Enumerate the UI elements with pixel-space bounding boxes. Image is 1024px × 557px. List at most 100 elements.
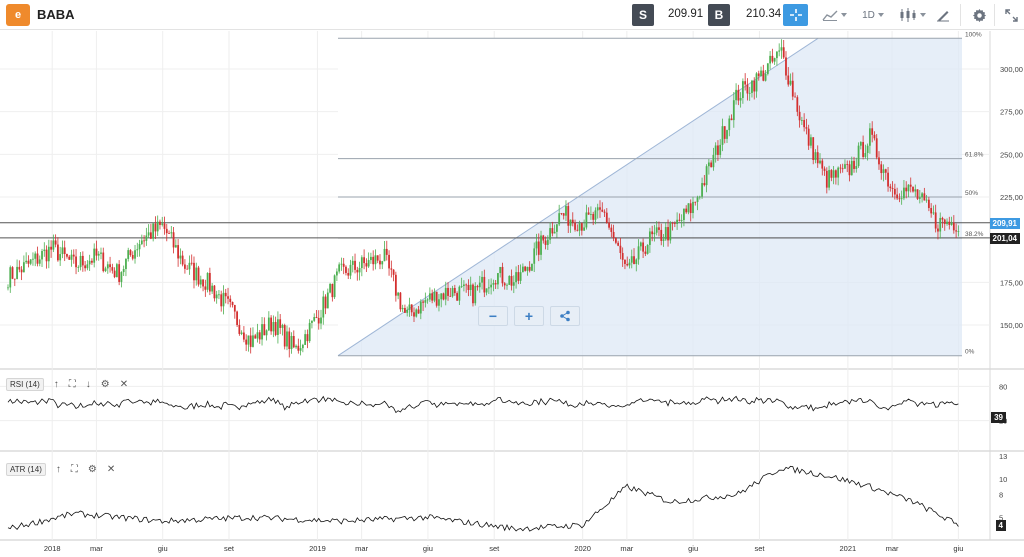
candle-body (118, 264, 121, 282)
arrow-up-icon[interactable]: ↑ (53, 378, 59, 390)
candles-button[interactable] (896, 4, 928, 26)
gear-icon[interactable]: ⚙ (100, 378, 110, 390)
candle-body (286, 331, 288, 347)
candle-body (18, 266, 21, 270)
candle-body (272, 322, 275, 332)
chart-type-button[interactable] (818, 4, 850, 26)
candle-body (202, 279, 204, 287)
time-axis-label: set (754, 544, 765, 553)
candle-body (254, 335, 257, 339)
candle-body (290, 336, 293, 350)
candle-body (390, 268, 393, 270)
candle-body (326, 292, 329, 309)
candle-body (755, 73, 758, 92)
candle-body (574, 222, 576, 230)
candle-body (800, 120, 803, 121)
crosshair-button[interactable] (783, 4, 808, 26)
candle-body (621, 253, 624, 260)
candle-body (723, 126, 726, 139)
candle-body (930, 208, 933, 214)
candle-body (351, 260, 354, 265)
candle-body (537, 241, 540, 255)
candle-body (714, 145, 717, 155)
candle-body (308, 322, 311, 342)
candle-body (206, 272, 209, 290)
candle-body (467, 284, 470, 291)
rsi-label[interactable]: RSI (14) (6, 378, 44, 391)
candle-body (533, 248, 536, 264)
candle-body (823, 168, 826, 171)
candle-body (746, 84, 749, 94)
close-icon[interactable]: ✕ (119, 378, 129, 390)
candle-body (70, 254, 73, 260)
candle-body (778, 50, 781, 52)
candle-body (431, 293, 434, 301)
time-axis-label: mar (355, 544, 368, 553)
gear-icon[interactable]: ⚙ (87, 463, 97, 475)
candle-body (333, 275, 336, 298)
candle-body (878, 157, 880, 165)
atr-axis-label: 5 (999, 513, 1003, 522)
candle-body (79, 255, 82, 268)
maximize-icon[interactable]: ⛶ (70, 463, 78, 475)
symbol-name[interactable]: BABA (37, 7, 75, 22)
candle-body (521, 266, 524, 273)
candle-body (696, 197, 699, 202)
settings-button[interactable] (968, 4, 990, 26)
close-icon[interactable]: ✕ (106, 463, 116, 475)
candle-body (692, 201, 694, 214)
brand-logo: e (6, 4, 30, 26)
atr-label[interactable]: ATR (14) (6, 463, 46, 476)
candle-body (859, 142, 862, 146)
candle-body (345, 266, 347, 273)
arrow-up-icon[interactable]: ↑ (55, 463, 61, 475)
candle-body (159, 221, 161, 225)
candle-body (882, 169, 885, 174)
candle-body (102, 252, 105, 272)
candle-body (456, 293, 459, 301)
candle-body (553, 231, 556, 234)
candle-body (399, 292, 402, 310)
sell-button[interactable]: S (632, 4, 654, 26)
candle-body (93, 248, 96, 263)
candle-body (535, 241, 538, 249)
draw-tools-button[interactable] (932, 4, 954, 26)
zoom-in-button[interactable]: + (514, 306, 544, 326)
candle-body (404, 307, 406, 313)
fullscreen-button[interactable] (1000, 4, 1022, 26)
candle-body (499, 266, 502, 274)
candle-body (880, 164, 883, 174)
candle-body (837, 167, 840, 178)
share-button[interactable] (550, 306, 580, 326)
candle-body (903, 187, 905, 199)
candle-body (515, 272, 517, 283)
candle-body (41, 251, 43, 260)
candle-body (798, 111, 801, 121)
candle-body (376, 255, 379, 261)
time-axis-label: giu (423, 544, 433, 553)
candle-body (208, 272, 211, 292)
candle-body (354, 260, 356, 270)
atr-axis-label: 8 (999, 490, 1003, 499)
candle-body (923, 193, 926, 201)
buy-button[interactable]: B (708, 4, 730, 26)
maximize-icon[interactable]: ⛶ (68, 378, 76, 390)
arrow-down-icon[interactable]: ↓ (85, 378, 91, 390)
candle-body (75, 256, 77, 268)
candle-body (270, 317, 273, 332)
candle-body (673, 223, 676, 225)
candle-body (127, 250, 130, 259)
candle-body (156, 221, 159, 232)
candle-body (612, 231, 615, 239)
zoom-out-button[interactable]: − (478, 306, 508, 326)
candle-body (671, 222, 674, 224)
candle-body (487, 287, 490, 289)
candle-body (737, 89, 740, 101)
candle-body (426, 299, 429, 301)
candle-body (601, 209, 604, 212)
chart-type-icon (821, 10, 837, 21)
timeframe-button[interactable]: 1D (858, 4, 888, 26)
candle-body (927, 199, 930, 209)
candle-body (676, 219, 679, 224)
